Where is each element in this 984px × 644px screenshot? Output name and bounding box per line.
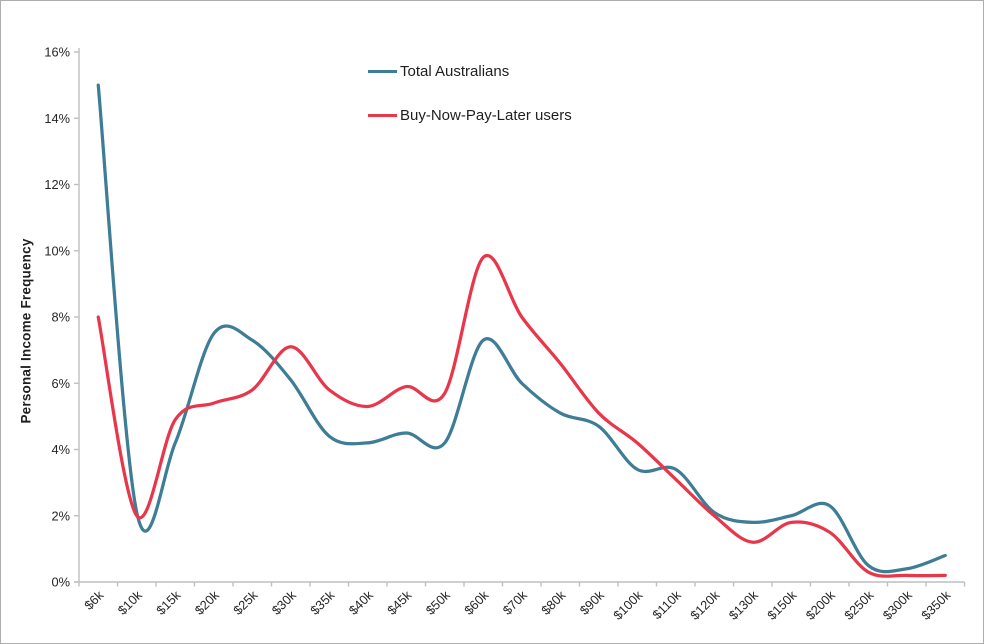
x-tick-label: $25k [230, 587, 261, 618]
y-axis-title: Personal Income Frequency [18, 238, 34, 424]
x-tick-label: $80k [538, 587, 569, 618]
y-tick-label: 14% [44, 111, 70, 126]
x-tick-label: $50k [423, 587, 454, 618]
legend-line-swatch-bnpl-users [368, 113, 397, 118]
x-tick-label: $6k [81, 587, 107, 613]
y-tick-label: 16% [44, 45, 70, 60]
y-tick-label: 10% [44, 243, 70, 258]
x-tick-label: $110k [649, 587, 684, 622]
legend-label-bnpl-users: Buy-Now-Pay-Later users [400, 107, 572, 124]
x-tick-label: $40k [346, 587, 377, 618]
y-tick-label: 0% [52, 575, 71, 590]
y-tick-label: 2% [52, 508, 71, 523]
y-tick-label: 6% [52, 376, 71, 391]
x-tick-label: $200k [803, 587, 839, 623]
x-tick-label: $15k [153, 587, 184, 618]
legend-item-total-australians: Total Australians [368, 63, 572, 80]
legend-item-bnpl-users: Buy-Now-Pay-Later users [368, 107, 572, 124]
legend-line-swatch-total-australians [368, 69, 397, 74]
x-tick-label: $130k [726, 587, 762, 623]
x-tick-label: $30k [269, 587, 300, 618]
y-tick-label: 12% [44, 177, 70, 192]
x-tick-label: $10k [115, 587, 146, 618]
x-tick-label: $60k [461, 587, 492, 618]
x-tick-label: $100k [610, 587, 646, 623]
legend-label-total-australians: Total Australians [400, 63, 510, 80]
x-tick-label: $150k [764, 587, 800, 623]
series-line-total-australians [96, 83, 947, 574]
legend: Total Australians Buy-Now-Pay-Later user… [368, 63, 572, 124]
x-tick-label: $45k [384, 587, 415, 618]
y-tick-label: 8% [52, 310, 71, 325]
x-tick-label: $350k [918, 587, 954, 623]
x-tick-label: $35k [307, 587, 338, 618]
x-tick-label: $250k [841, 587, 877, 623]
y-tick-label: 4% [52, 442, 71, 457]
x-tick-label: $70k [500, 587, 531, 618]
x-tick-label: $300k [880, 587, 916, 623]
x-tick-label: $120k [687, 587, 723, 623]
x-tick-label: $20k [192, 587, 223, 618]
x-tick-label: $90k [577, 587, 608, 618]
series-line-buy-now-pay-later-users [96, 253, 947, 578]
